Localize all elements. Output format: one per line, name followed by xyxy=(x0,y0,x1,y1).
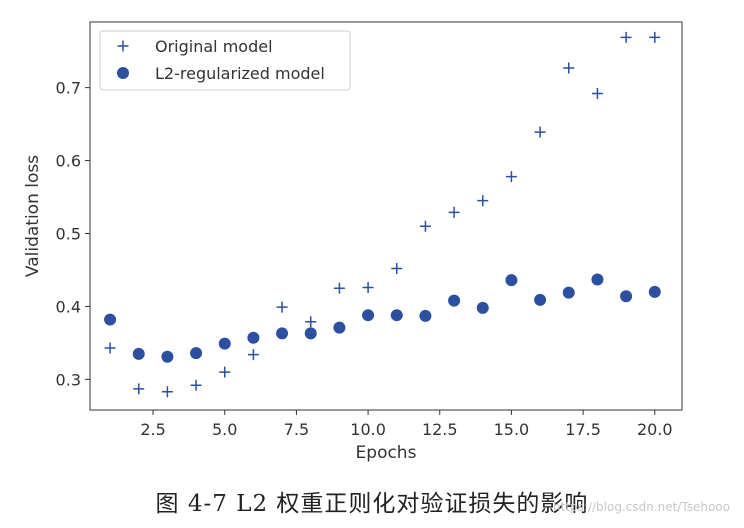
data-point-plus xyxy=(305,316,317,328)
x-axis-label: Epochs xyxy=(356,443,417,463)
data-point-circle xyxy=(218,337,231,350)
series-l2-regularized-model xyxy=(104,273,661,363)
data-point-plus xyxy=(362,281,374,293)
legend-label: L2-regularized model xyxy=(155,64,325,83)
data-point-plus xyxy=(161,386,173,398)
y-axis-label: Validation loss xyxy=(23,155,43,277)
x-tick-label: 17.5 xyxy=(565,420,601,439)
data-point-circle xyxy=(390,309,403,322)
data-point-plus xyxy=(563,62,575,74)
data-point-plus xyxy=(591,87,603,99)
x-tick-label: 20.0 xyxy=(637,420,673,439)
legend-circle-icon xyxy=(117,67,129,79)
y-tick-label: 0.4 xyxy=(56,297,81,316)
data-point-circle xyxy=(591,273,604,286)
data-point-circle xyxy=(648,285,661,298)
legend-box xyxy=(99,30,351,91)
x-tick-label: 10.0 xyxy=(350,420,386,439)
data-point-circle xyxy=(362,309,375,322)
data-point-circle xyxy=(190,347,203,360)
data-point-plus xyxy=(219,366,231,378)
series-original-model xyxy=(104,31,661,398)
data-point-plus xyxy=(477,195,489,207)
x-tick-label: 2.5 xyxy=(140,420,165,439)
data-point-circle xyxy=(276,327,289,340)
watermark: https://blog.csdn.net/Tsehooo xyxy=(553,500,730,514)
data-point-circle xyxy=(476,301,489,314)
scatter-chart: 0.3 0.4 0.5 0.6 0.7 2.5 5.0 7.5 10.0 12.5 15.0 17.… xyxy=(23,21,683,463)
y-tick-label: 0.7 xyxy=(56,79,81,98)
legend-label: Original model xyxy=(155,37,273,56)
data-point-circle xyxy=(333,321,346,334)
data-point-circle xyxy=(247,331,260,344)
data-point-circle xyxy=(304,327,317,340)
data-point-circle xyxy=(505,274,518,287)
data-point-circle xyxy=(419,309,432,322)
data-point-circle xyxy=(104,313,117,326)
legend-plus-icon xyxy=(117,40,129,52)
data-point-plus xyxy=(190,379,202,391)
data-point-circle xyxy=(620,290,633,303)
data-point-plus xyxy=(247,349,259,361)
data-point-plus xyxy=(534,126,546,138)
data-point-plus xyxy=(133,383,145,395)
data-point-plus xyxy=(419,220,431,232)
x-tick-label: 12.5 xyxy=(422,420,458,439)
data-point-plus xyxy=(448,206,460,218)
legend: Original model L2-regularized model xyxy=(99,30,351,91)
x-tick-label: 5.0 xyxy=(212,420,237,439)
data-point-circle xyxy=(161,350,174,363)
y-tick-label: 0.5 xyxy=(56,225,81,244)
data-point-plus xyxy=(391,263,403,275)
data-point-circle xyxy=(562,286,575,299)
data-point-plus xyxy=(620,31,632,43)
plot-frame xyxy=(89,21,683,411)
data-point-plus xyxy=(333,282,345,294)
data-point-plus xyxy=(505,171,517,183)
x-tick-label: 15.0 xyxy=(494,420,530,439)
data-point-plus xyxy=(276,301,288,313)
data-point-plus xyxy=(104,342,116,354)
data-point-circle xyxy=(132,347,145,360)
data-point-circle xyxy=(534,293,547,306)
data-point-plus xyxy=(649,31,661,43)
figure-caption: 图 4-7 L2 权重正则化对验证损失的影响 xyxy=(155,491,589,517)
y-tick-label: 0.3 xyxy=(56,370,81,389)
y-tick-label: 0.6 xyxy=(56,152,81,171)
data-point-circle xyxy=(448,294,461,307)
x-tick-label: 7.5 xyxy=(284,420,309,439)
